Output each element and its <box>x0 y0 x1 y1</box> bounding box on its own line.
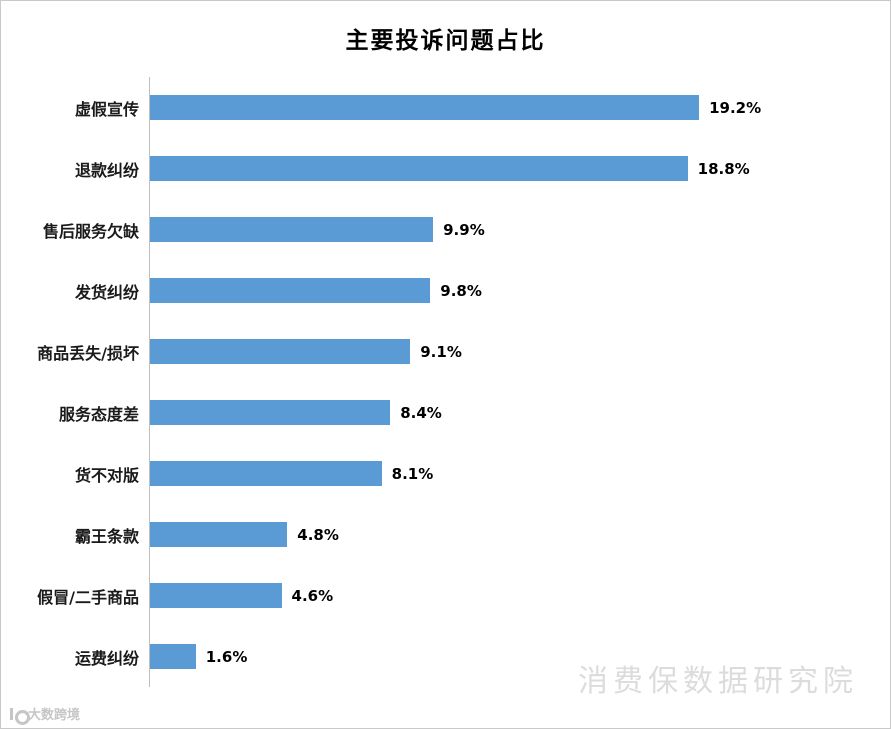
bar-row: 霸王条款 4.8% <box>1 504 890 565</box>
category-label: 虚假宣传 <box>74 99 139 119</box>
plot-cell: 8.1% <box>149 443 890 504</box>
category-label: 货不对版 <box>74 465 139 485</box>
logo-watermark: 大数跨境 <box>9 704 81 725</box>
chart-title: 主要投诉问题占比 <box>345 28 546 54</box>
bar <box>150 278 431 303</box>
plot-cell: 9.1% <box>149 321 890 382</box>
category-label: 服务态度差 <box>58 404 139 424</box>
value-label: 9.8% <box>440 281 482 300</box>
bar <box>150 156 688 181</box>
bar <box>150 583 282 608</box>
logo-text: 大数跨境 <box>28 708 81 723</box>
bar <box>150 217 434 242</box>
bar-row: 服务态度差 8.4% <box>1 382 890 443</box>
bar-row: 虚假宣传 19.2% <box>1 77 890 138</box>
bar-row: 货不对版 8.1% <box>1 443 890 504</box>
bar-row: 退款纠纷 18.8% <box>1 138 890 199</box>
plot-cell: 9.8% <box>149 260 890 321</box>
bar <box>150 339 411 364</box>
bar <box>150 522 288 547</box>
bar-row: 售后服务欠缺 9.9% <box>1 199 890 260</box>
category-label: 商品丢失/损坏 <box>37 343 139 363</box>
category-label: 运费纠纷 <box>74 648 139 668</box>
plot-cell: 4.8% <box>149 504 890 565</box>
value-label: 9.9% <box>443 220 485 239</box>
value-label: 18.8% <box>697 159 750 178</box>
value-label: 1.6% <box>205 647 248 666</box>
value-label: 9.1% <box>420 342 462 361</box>
value-label: 19.2% <box>709 98 762 117</box>
bar-row: 运费纠纷 1.6% <box>1 626 890 687</box>
bar <box>150 95 700 120</box>
plot-cell: 19.2% <box>149 77 890 138</box>
value-label: 8.1% <box>391 464 434 483</box>
category-label: 霸王条款 <box>74 526 139 546</box>
logo-icon <box>9 707 30 725</box>
plot-cell: 8.4% <box>149 382 890 443</box>
value-label: 4.6% <box>291 586 334 605</box>
bar-row: 发货纠纷 9.8% <box>1 260 890 321</box>
bar-row: 商品丢失/损坏 9.1% <box>1 321 890 382</box>
bar-chart: 虚假宣传 19.2% 退款纠纷 18.8% 售后服务欠缺 9.9% 发货纠纷 9.8% 商品丢失… <box>1 77 890 687</box>
category-label: 假冒/二手商品 <box>37 587 139 607</box>
category-label: 发货纠纷 <box>74 282 139 302</box>
plot-cell: 1.6% <box>149 626 890 687</box>
category-label: 退款纠纷 <box>74 160 139 180</box>
value-label: 4.8% <box>297 525 339 544</box>
bar-row: 假冒/二手商品 4.6% <box>1 565 890 626</box>
plot-cell: 18.8% <box>149 138 890 199</box>
bar <box>150 644 196 669</box>
bar <box>150 400 391 425</box>
plot-cell: 4.6% <box>149 565 890 626</box>
value-label: 8.4% <box>400 403 442 422</box>
plot-cell: 9.9% <box>149 199 890 260</box>
bar <box>150 461 382 486</box>
category-label: 售后服务欠缺 <box>42 221 139 241</box>
